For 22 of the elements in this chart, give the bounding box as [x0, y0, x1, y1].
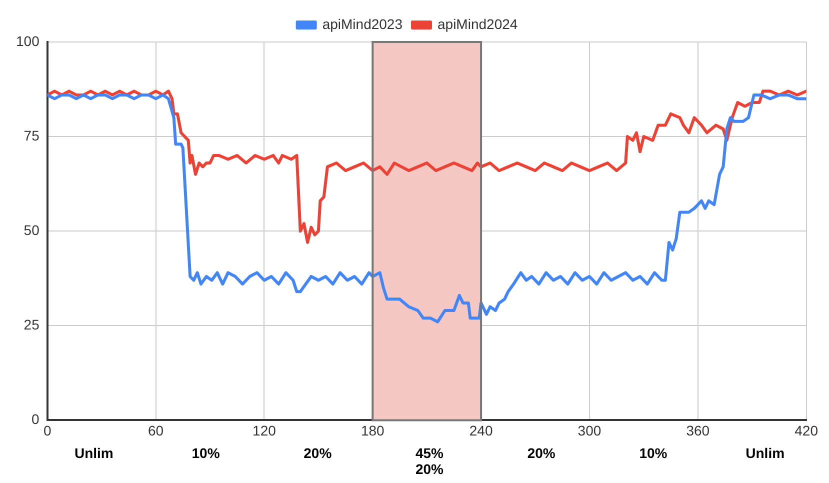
- x-tick-label: 300: [578, 422, 602, 438]
- y-tick-label: 75: [24, 127, 40, 144]
- y-tick-label: 0: [32, 411, 40, 428]
- x-tick-label: 0: [43, 422, 52, 438]
- y-tick-label: 25: [24, 316, 40, 333]
- text: 45% 20%: [414, 445, 445, 477]
- text: 10%: [190, 445, 221, 461]
- legend-label: apiMind2024: [438, 16, 518, 32]
- legend-label: apiMind2023: [322, 16, 403, 32]
- x-tick-label: 360: [686, 422, 710, 438]
- text: 20%: [302, 445, 333, 461]
- x-tick-label: 240: [469, 422, 493, 438]
- x-tick-label: 120: [252, 422, 276, 438]
- y-tick-label: 50: [24, 222, 40, 238]
- x-tick-label: 60: [148, 422, 164, 438]
- x-tick-label: 180: [360, 422, 385, 438]
- y-tick-label: 100: [16, 32, 40, 49]
- text: 20%: [526, 445, 556, 461]
- text: Unlim: [744, 445, 786, 461]
- text: Unlim: [73, 445, 114, 461]
- x-tick-label: 420: [794, 422, 818, 438]
- text: 10%: [638, 445, 668, 461]
